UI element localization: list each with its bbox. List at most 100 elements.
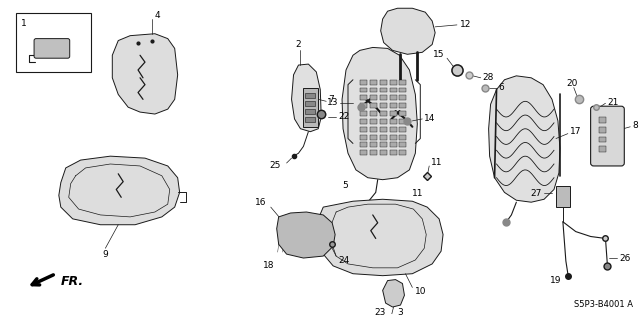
Bar bbox=[598, 127, 607, 133]
FancyBboxPatch shape bbox=[34, 39, 70, 58]
Bar bbox=[370, 135, 377, 139]
Polygon shape bbox=[488, 76, 560, 202]
Bar bbox=[380, 127, 387, 132]
Bar bbox=[380, 95, 387, 100]
Text: 14: 14 bbox=[424, 115, 436, 123]
Bar bbox=[390, 127, 397, 132]
Text: 5: 5 bbox=[342, 181, 348, 190]
Text: 7: 7 bbox=[328, 95, 334, 104]
Bar bbox=[399, 143, 406, 147]
Bar bbox=[390, 95, 397, 100]
Bar bbox=[399, 111, 406, 116]
Bar bbox=[305, 117, 316, 122]
Bar bbox=[399, 95, 406, 100]
Bar bbox=[16, 13, 90, 72]
Bar bbox=[390, 103, 397, 108]
Text: 21: 21 bbox=[607, 98, 619, 107]
Polygon shape bbox=[276, 212, 335, 258]
Bar bbox=[390, 88, 397, 93]
Bar bbox=[390, 111, 397, 116]
Text: 28: 28 bbox=[483, 73, 494, 82]
Bar bbox=[360, 103, 367, 108]
Text: 8: 8 bbox=[632, 121, 638, 130]
Bar bbox=[399, 88, 406, 93]
Text: 11: 11 bbox=[431, 158, 443, 167]
Text: 20: 20 bbox=[566, 79, 577, 88]
Bar bbox=[556, 186, 570, 207]
Polygon shape bbox=[381, 8, 435, 54]
Bar bbox=[390, 119, 397, 124]
Polygon shape bbox=[112, 34, 178, 114]
Text: 11: 11 bbox=[412, 189, 423, 198]
Bar bbox=[370, 127, 377, 132]
Text: 22: 22 bbox=[338, 113, 349, 122]
Bar bbox=[380, 150, 387, 155]
Bar bbox=[370, 143, 377, 147]
Bar bbox=[390, 135, 397, 139]
Bar bbox=[390, 80, 397, 85]
Text: 15: 15 bbox=[433, 50, 444, 59]
Bar bbox=[399, 150, 406, 155]
Bar bbox=[370, 95, 377, 100]
Text: 23: 23 bbox=[374, 308, 386, 317]
Bar bbox=[360, 135, 367, 139]
Text: 3: 3 bbox=[397, 308, 403, 317]
Bar bbox=[380, 135, 387, 139]
Polygon shape bbox=[318, 199, 443, 276]
Text: 6: 6 bbox=[499, 83, 504, 92]
Bar bbox=[380, 80, 387, 85]
Bar bbox=[360, 119, 367, 124]
Bar bbox=[390, 150, 397, 155]
Bar bbox=[399, 135, 406, 139]
Bar bbox=[360, 95, 367, 100]
Bar bbox=[380, 88, 387, 93]
Bar bbox=[370, 150, 377, 155]
Text: 25: 25 bbox=[269, 161, 281, 170]
Bar bbox=[399, 127, 406, 132]
Bar bbox=[370, 119, 377, 124]
Bar bbox=[360, 150, 367, 155]
Bar bbox=[380, 103, 387, 108]
Bar bbox=[305, 93, 316, 98]
Bar bbox=[399, 119, 406, 124]
Bar bbox=[305, 101, 316, 106]
Polygon shape bbox=[292, 64, 321, 132]
Bar bbox=[370, 103, 377, 108]
Bar bbox=[360, 127, 367, 132]
Text: 4: 4 bbox=[155, 11, 161, 19]
Polygon shape bbox=[59, 156, 180, 225]
Bar bbox=[380, 111, 387, 116]
Text: 9: 9 bbox=[102, 250, 108, 259]
Polygon shape bbox=[342, 48, 417, 180]
Bar bbox=[390, 143, 397, 147]
Text: 12: 12 bbox=[460, 20, 471, 29]
Text: 10: 10 bbox=[415, 287, 427, 296]
Text: S5P3-B4001 A: S5P3-B4001 A bbox=[574, 300, 633, 309]
Polygon shape bbox=[303, 88, 318, 127]
Bar bbox=[399, 103, 406, 108]
Text: 18: 18 bbox=[263, 261, 275, 271]
Text: 2: 2 bbox=[296, 40, 301, 49]
Text: FR.: FR. bbox=[61, 275, 84, 288]
Text: 19: 19 bbox=[550, 276, 562, 285]
Text: 26: 26 bbox=[620, 254, 630, 263]
Bar bbox=[598, 117, 607, 123]
Text: 24: 24 bbox=[338, 256, 349, 264]
Bar bbox=[380, 143, 387, 147]
Bar bbox=[370, 88, 377, 93]
Bar bbox=[370, 80, 377, 85]
Text: 17: 17 bbox=[570, 127, 581, 136]
Bar bbox=[370, 111, 377, 116]
Bar bbox=[380, 119, 387, 124]
Polygon shape bbox=[383, 279, 404, 307]
Text: 16: 16 bbox=[255, 198, 267, 207]
Bar bbox=[598, 137, 607, 143]
Text: 13: 13 bbox=[326, 98, 338, 107]
Bar bbox=[305, 109, 316, 114]
Bar bbox=[360, 80, 367, 85]
Text: 27: 27 bbox=[531, 189, 542, 198]
Text: 1: 1 bbox=[21, 19, 27, 28]
Bar bbox=[360, 143, 367, 147]
Bar bbox=[360, 111, 367, 116]
Bar bbox=[598, 146, 607, 152]
